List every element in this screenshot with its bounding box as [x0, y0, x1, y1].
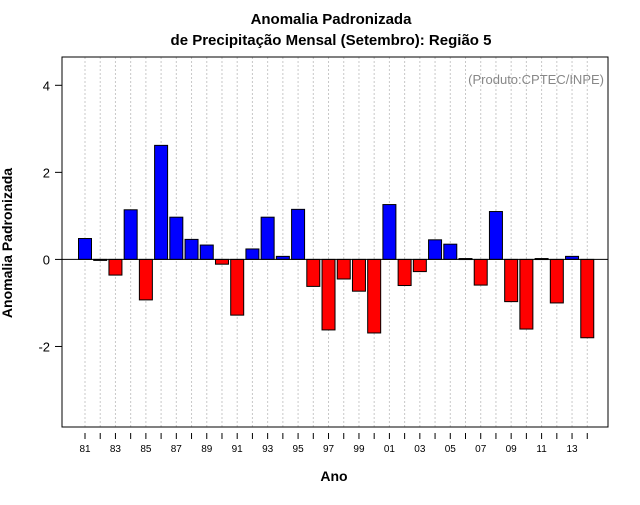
- bar-07: [473, 258, 488, 286]
- bar-91: [230, 258, 245, 316]
- x-tick-label: 95: [293, 444, 305, 455]
- y-tick-label: 0: [43, 252, 50, 267]
- x-tick-label: 81: [79, 444, 91, 455]
- y-axis: -2 0 2 4: [38, 78, 62, 354]
- y-axis-title: Anomalia Padronizada: [0, 168, 15, 318]
- y-tick-label: -2: [38, 339, 50, 354]
- bar-97: [321, 258, 336, 331]
- bar-09: [504, 258, 519, 303]
- x-tick-label: 87: [171, 444, 183, 455]
- bar-98: [336, 258, 351, 280]
- x-tick-label: 07: [475, 444, 487, 455]
- bar-08: [488, 211, 503, 260]
- bar-89: [199, 244, 214, 260]
- bar-05: [443, 243, 458, 260]
- y-tick-label: 2: [43, 165, 50, 180]
- bar-90: [214, 258, 229, 265]
- bar-14: [580, 258, 595, 339]
- x-tick-label: 99: [353, 444, 365, 455]
- x-axis-title: Ano: [320, 468, 347, 484]
- x-axis: 81 83 85 87 89 91 93 95 97 99 01 03 05 07 09 11 13: [79, 433, 588, 455]
- bar-96: [306, 258, 321, 287]
- chart-title-line1: Anomalia Padronizada: [251, 11, 413, 28]
- bar-85: [138, 258, 153, 301]
- bar-10: [519, 258, 534, 330]
- bar-12: [549, 258, 564, 304]
- x-tick-label: 89: [201, 444, 213, 455]
- bar-92: [245, 248, 260, 260]
- bars: [78, 144, 595, 339]
- chart-title-line2: de Precipitação Mensal (Setembro): Regiã…: [171, 32, 492, 49]
- x-tick-label: 83: [110, 444, 122, 455]
- plot-frame: [61, 56, 609, 428]
- x-tick-label: 85: [140, 444, 152, 455]
- bar-87: [169, 216, 184, 260]
- bar-01: [382, 204, 397, 260]
- bar-00: [367, 258, 382, 334]
- y-tick-label: 4: [43, 78, 50, 93]
- bar-84: [123, 209, 138, 260]
- bar-83: [108, 258, 123, 276]
- bar-88: [184, 238, 199, 260]
- bar-95: [291, 208, 306, 260]
- x-tick-label: 09: [506, 444, 518, 455]
- bar-04: [428, 239, 443, 260]
- x-tick-label: 11: [536, 444, 547, 455]
- bar-93: [260, 216, 275, 260]
- x-tick-label: 93: [262, 444, 274, 455]
- x-tick-label: 03: [414, 444, 426, 455]
- x-tick-label: 97: [323, 444, 335, 455]
- bar-86: [154, 144, 169, 260]
- bar-99: [351, 258, 366, 292]
- bar-02: [397, 258, 412, 287]
- credit-label: (Produto:CPTEC/INPE): [468, 72, 604, 87]
- bar-03: [412, 258, 427, 273]
- bar-81: [78, 238, 92, 260]
- x-tick-label: 05: [445, 444, 457, 455]
- x-tick-label: 01: [384, 444, 396, 455]
- x-tick-label: 13: [566, 444, 578, 455]
- x-tick-label: 91: [232, 444, 244, 455]
